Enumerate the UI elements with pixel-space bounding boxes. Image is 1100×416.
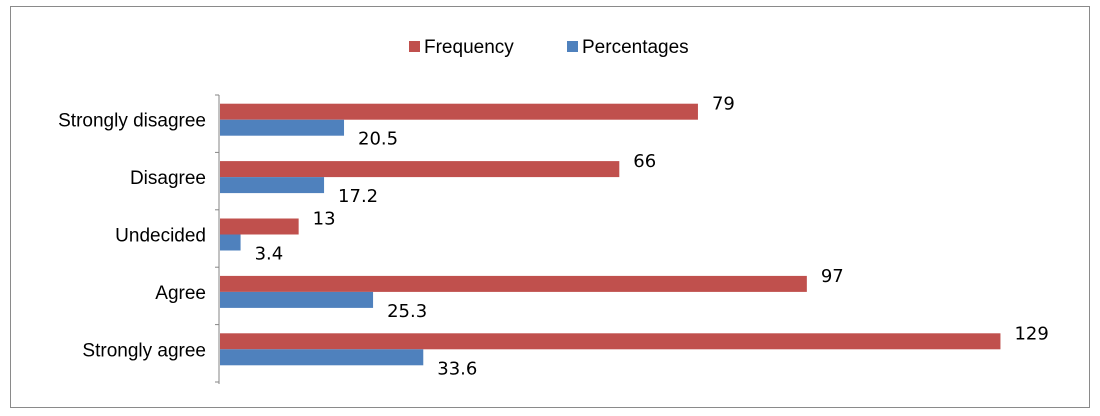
chart-axis <box>215 94 220 384</box>
chart-legend: Frequency Percentages <box>409 37 689 58</box>
data-label-frequency-0: 79 <box>712 94 735 115</box>
bar-frequency-2 <box>220 218 299 235</box>
legend-label-percentages: Percentages <box>582 37 689 58</box>
data-label-frequency-2: 13 <box>313 209 336 230</box>
data-label-percentages-3: 25.3 <box>387 301 427 322</box>
category-label: Strongly disagree <box>58 111 206 132</box>
legend-swatch-frequency <box>409 41 420 52</box>
chart-labels: Strongly disagree 79 20.5 Disagree 66 17.2 Und… <box>58 94 1049 380</box>
bar-frequency-1 <box>220 161 620 178</box>
chart-frame: Frequency Percentages Strongly disagree 79… <box>10 6 1090 408</box>
data-label-percentages-4: 33.6 <box>437 358 477 379</box>
bar-percentages-4 <box>220 349 424 366</box>
data-label-percentages-2: 3.4 <box>255 244 284 265</box>
data-label-frequency-3: 97 <box>821 266 844 287</box>
bar-percentages-3 <box>220 291 374 308</box>
category-label: Undecided <box>115 226 206 247</box>
category-label: Disagree <box>130 168 206 189</box>
bar-frequency-0 <box>220 103 698 120</box>
legend-label-frequency: Frequency <box>424 37 514 58</box>
bar-frequency-4 <box>220 333 1001 350</box>
chart-svg: Frequency Percentages Strongly disagree 79… <box>58 37 1049 384</box>
data-label-frequency-1: 66 <box>633 151 656 172</box>
bar-frequency-3 <box>220 275 807 292</box>
data-label-percentages-1: 17.2 <box>338 186 378 207</box>
bar-percentages-2 <box>220 234 241 251</box>
category-label: Agree <box>155 283 206 304</box>
bar-percentages-0 <box>220 119 345 136</box>
category-label: Strongly agree <box>82 340 206 361</box>
chart-bars <box>220 103 1001 366</box>
bar-percentages-1 <box>220 177 325 194</box>
data-label-percentages-0: 20.5 <box>358 129 398 150</box>
legend-swatch-percentages <box>567 41 578 52</box>
data-label-frequency-4: 129 <box>1014 323 1048 344</box>
